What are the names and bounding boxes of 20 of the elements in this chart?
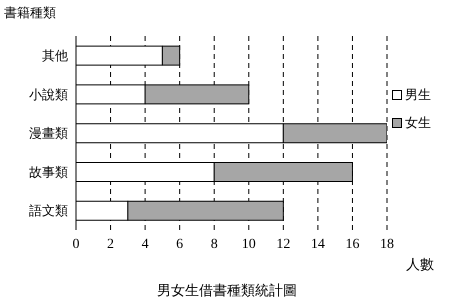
x-tick-label: 14: [310, 236, 325, 252]
x-tick-label: 10: [242, 236, 256, 252]
y-tick-label: 小說類: [29, 86, 68, 102]
y-tick-label: 其他: [42, 48, 68, 64]
y-tick-label: 漫畫類: [29, 126, 68, 141]
x-tick-label: 0: [72, 236, 80, 252]
x-axis-title: 人數: [406, 256, 434, 274]
legend-label: 女生: [405, 114, 431, 132]
x-tick-label: 12: [276, 236, 290, 252]
y-tick-label: 故事類: [29, 164, 68, 180]
x-tick-label: 6: [176, 236, 184, 252]
x-tick-label: 16: [345, 236, 360, 252]
y-axis-title: 書籍種類: [4, 4, 56, 22]
y-tick-label: 語文類: [29, 203, 68, 218]
text: 男女生借書種類統計圖: [156, 282, 298, 300]
x-tick-label: 2: [107, 236, 114, 252]
x-tick-label: 4: [142, 236, 149, 252]
x-tick-label: 18: [380, 236, 394, 252]
x-tick-label: 8: [210, 236, 218, 252]
legend-label: 男生: [405, 86, 431, 104]
